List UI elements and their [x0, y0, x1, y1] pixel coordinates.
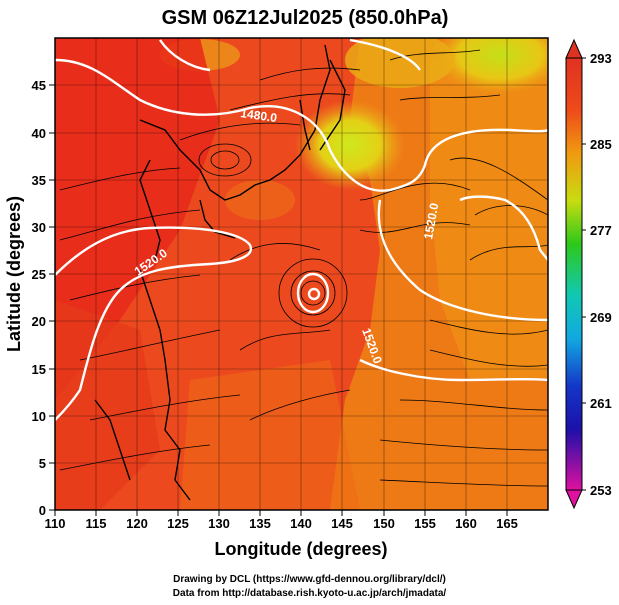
temperature-field	[55, 38, 548, 510]
y-tick-label: 40	[32, 126, 46, 141]
contour-label: 1480.0	[240, 106, 279, 125]
y-tick-label: 20	[32, 314, 46, 329]
x-tick-label: 130	[208, 516, 230, 531]
x-tick-label: 150	[373, 516, 395, 531]
wind-streamlines	[59, 49, 548, 487]
x-tick-label: 145	[331, 516, 353, 531]
x-tick-label: 160	[455, 516, 477, 531]
x-tick-label: 135	[249, 516, 271, 531]
x-tick-label: 155	[414, 516, 436, 531]
y-tick-label: 5	[39, 456, 46, 471]
y-tick-label: 30	[32, 220, 46, 235]
y-tick-labels: 0 5 10 15 20 25 30 35 40 45	[32, 78, 46, 518]
colorbar-tick-label: 293	[590, 51, 612, 66]
credit-drawing: Drawing by DCL (https://www.gfd-dennou.o…	[173, 574, 446, 585]
colorbar-tick-label: 261	[590, 396, 612, 411]
tick-marks	[49, 84, 508, 516]
y-tick-label: 15	[32, 362, 46, 377]
x-tick-label: 115	[86, 516, 107, 531]
y-tick-label: 35	[32, 173, 46, 188]
y-tick-label: 45	[32, 78, 46, 93]
x-axis-title: Longitude (degrees)	[214, 539, 387, 559]
colorbar-tick-label: 269	[590, 310, 612, 325]
credit-data-source: Data from http://database.rish.kyoto-u.a…	[172, 588, 447, 599]
colorbar-tick-label: 253	[590, 483, 612, 498]
contour-label: 1520.0	[421, 202, 441, 241]
coastlines	[94, 44, 346, 501]
x-tick-label: 110	[45, 516, 66, 531]
x-tick-label: 125	[167, 516, 189, 531]
y-tick-label: 0	[39, 503, 46, 518]
y-tick-label: 25	[32, 267, 46, 282]
x-tick-label: 120	[126, 516, 148, 531]
colorbar: 293 285 277 269 261 253	[565, 38, 612, 510]
colorbar-tick-label: 277	[590, 223, 612, 238]
y-tick-label: 10	[32, 409, 46, 424]
x-tick-label: 165	[496, 516, 518, 531]
map-title: GSM 06Z12Jul2025 (850.0hPa)	[162, 7, 449, 29]
y-axis-title: Latitude (degrees)	[4, 196, 24, 352]
colorbar-tick-label: 285	[590, 137, 612, 152]
x-tick-label: 140	[290, 516, 312, 531]
x-tick-labels: 110 115 120 125 130 135 140 145 150 155 …	[45, 516, 518, 531]
height-contours	[55, 38, 548, 421]
